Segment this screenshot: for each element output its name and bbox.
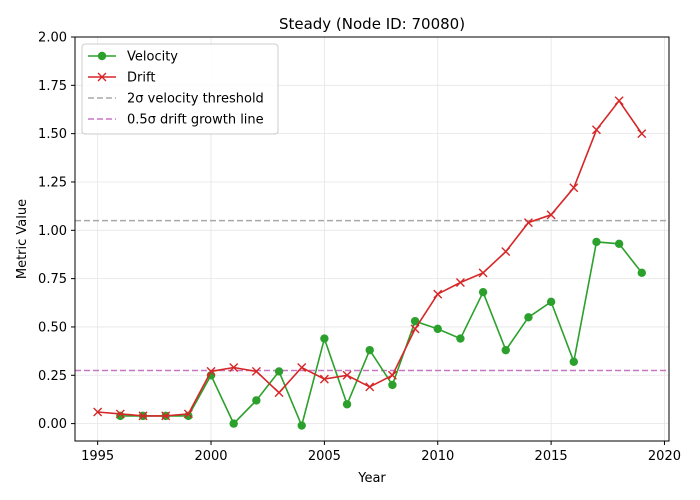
data-point [410, 316, 420, 326]
data-point [274, 388, 284, 398]
data-point [455, 277, 465, 287]
y-tick-label: 0.25 [38, 369, 67, 384]
y-axis: 0.00 0.25 0.50 0.75 1.00 1.25 1.50 1.75 2.00 [38, 31, 75, 432]
data-point [252, 396, 261, 405]
y-axis-label: Metric Value [15, 199, 30, 279]
x-tick-label: 2010 [421, 449, 454, 464]
data-point [93, 407, 103, 417]
data-point [115, 409, 125, 419]
x-tick-label: 2015 [535, 449, 568, 464]
data-point [387, 370, 397, 380]
data-point [591, 125, 601, 135]
data-point [478, 287, 488, 297]
data-point [592, 237, 601, 247]
legend-label: Drift [127, 71, 155, 86]
data-point [410, 324, 420, 334]
data-point [637, 129, 647, 139]
y-tick-label: 1.00 [38, 224, 67, 239]
legend-label: 2σ velocity threshold [127, 92, 264, 107]
data-point [501, 247, 511, 257]
data-point [342, 370, 352, 380]
y-tick-label: 0.75 [38, 272, 67, 287]
data-point [569, 183, 579, 193]
data-point [523, 218, 533, 228]
data-point [546, 297, 556, 307]
data-point [478, 268, 488, 278]
x-axis: 1995 2000 2005 2010 2015 2020 [81, 441, 681, 464]
data-point [251, 366, 261, 376]
data-point [433, 324, 442, 334]
data-point [365, 345, 374, 355]
data-point [229, 419, 238, 428]
data-point [320, 334, 329, 343]
data-point [365, 382, 375, 392]
legend-marker [97, 72, 107, 82]
data-point [183, 409, 193, 419]
reference-lines [75, 219, 669, 372]
data-point [297, 363, 307, 373]
legend-box [81, 43, 279, 135]
y-tick-label: 0.00 [38, 417, 67, 432]
x-axis-label: Year [357, 471, 386, 486]
legend-marker [97, 51, 107, 61]
legend: Velocity Drift 2σ velocity threshold 0.5σ d… [81, 43, 279, 135]
data-point [433, 289, 443, 299]
data-point [569, 357, 578, 366]
data-point [501, 345, 510, 355]
y-tick-label: 2.00 [38, 31, 67, 46]
plot-frame [74, 36, 670, 442]
data-point [342, 400, 352, 409]
x-tick-label: 2020 [648, 449, 681, 464]
data-point [297, 421, 306, 430]
data-point [274, 367, 284, 376]
data-point [161, 411, 171, 421]
data-point [456, 334, 465, 343]
y-tick-label: 1.25 [38, 175, 67, 190]
y-tick-label: 1.50 [38, 127, 67, 142]
data-point [637, 268, 646, 278]
data-point [229, 363, 239, 373]
data-point [206, 366, 216, 376]
data-point [546, 210, 556, 220]
legend-label: Velocity [127, 50, 178, 65]
x-tick-label: 1995 [81, 449, 114, 464]
y-tick-label: 0.50 [38, 320, 67, 335]
chart-title: Steady (Node ID: 70080) [279, 15, 465, 33]
legend-label: 0.5σ drift growth line [127, 113, 264, 128]
data-point [524, 313, 533, 322]
x-tick-label: 2000 [194, 449, 227, 464]
x-tick-label: 2005 [308, 449, 341, 464]
data-point [388, 380, 397, 390]
data-point [614, 96, 624, 106]
series-line-velocity [120, 241, 643, 428]
data-point [138, 411, 148, 421]
series-layer [93, 96, 647, 430]
data-point [319, 374, 329, 384]
data-point [614, 239, 624, 249]
y-tick-label: 1.75 [38, 79, 67, 94]
